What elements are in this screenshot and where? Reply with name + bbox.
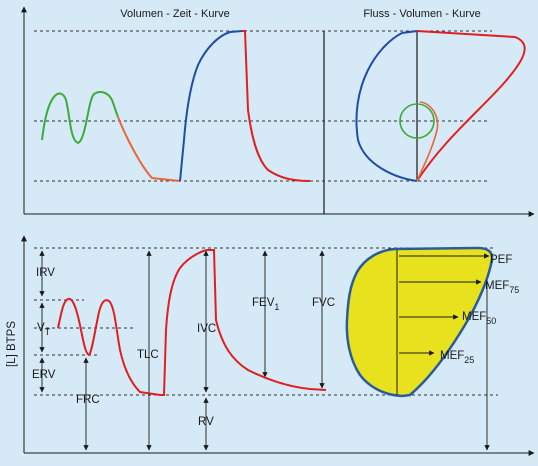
expiration-curve [117, 116, 181, 182]
fvc-label: FVC [312, 297, 335, 309]
erv-label: ERV [32, 369, 56, 381]
vt-label: VT [37, 322, 51, 337]
top-panel: Volumen - Zeit - Kurve Fluss - Volumen -… [21, 6, 535, 217]
irv-label: IRV [36, 267, 55, 279]
spirogram-curve [57, 249, 327, 396]
flow-volume-title: Fluss - Volumen - Kurve [363, 8, 480, 20]
bottom-panel: [L] BTPS IRV VT ERV FRC TLC IVC [6, 235, 535, 456]
inspiration-curve [179, 30, 243, 182]
mef25-label: MEF25 [440, 350, 474, 365]
y-axis-label: [L] BTPS [6, 321, 18, 367]
tidal-expiration-trace [416, 101, 439, 182]
expiratory-loop [416, 30, 526, 182]
pef-label: PEF [490, 254, 512, 266]
ivc-label: IVC [197, 323, 216, 335]
volume-time-title: Volumen - Zeit - Kurve [120, 8, 229, 20]
rv-label: RV [198, 416, 214, 428]
mef75-label: MEF75 [485, 280, 519, 295]
tidal-breathing-curve [41, 91, 119, 145]
forced-expiration-curve [242, 30, 311, 182]
mef50-label: MEF50 [462, 311, 496, 326]
flow-volume-area [345, 246, 494, 398]
fev1-label: FEV1 [252, 297, 279, 312]
frc-label: FRC [76, 394, 100, 406]
tlc-label: TLC [137, 349, 159, 361]
tidal-loop [399, 103, 435, 139]
inspiratory-loop [355, 30, 418, 182]
